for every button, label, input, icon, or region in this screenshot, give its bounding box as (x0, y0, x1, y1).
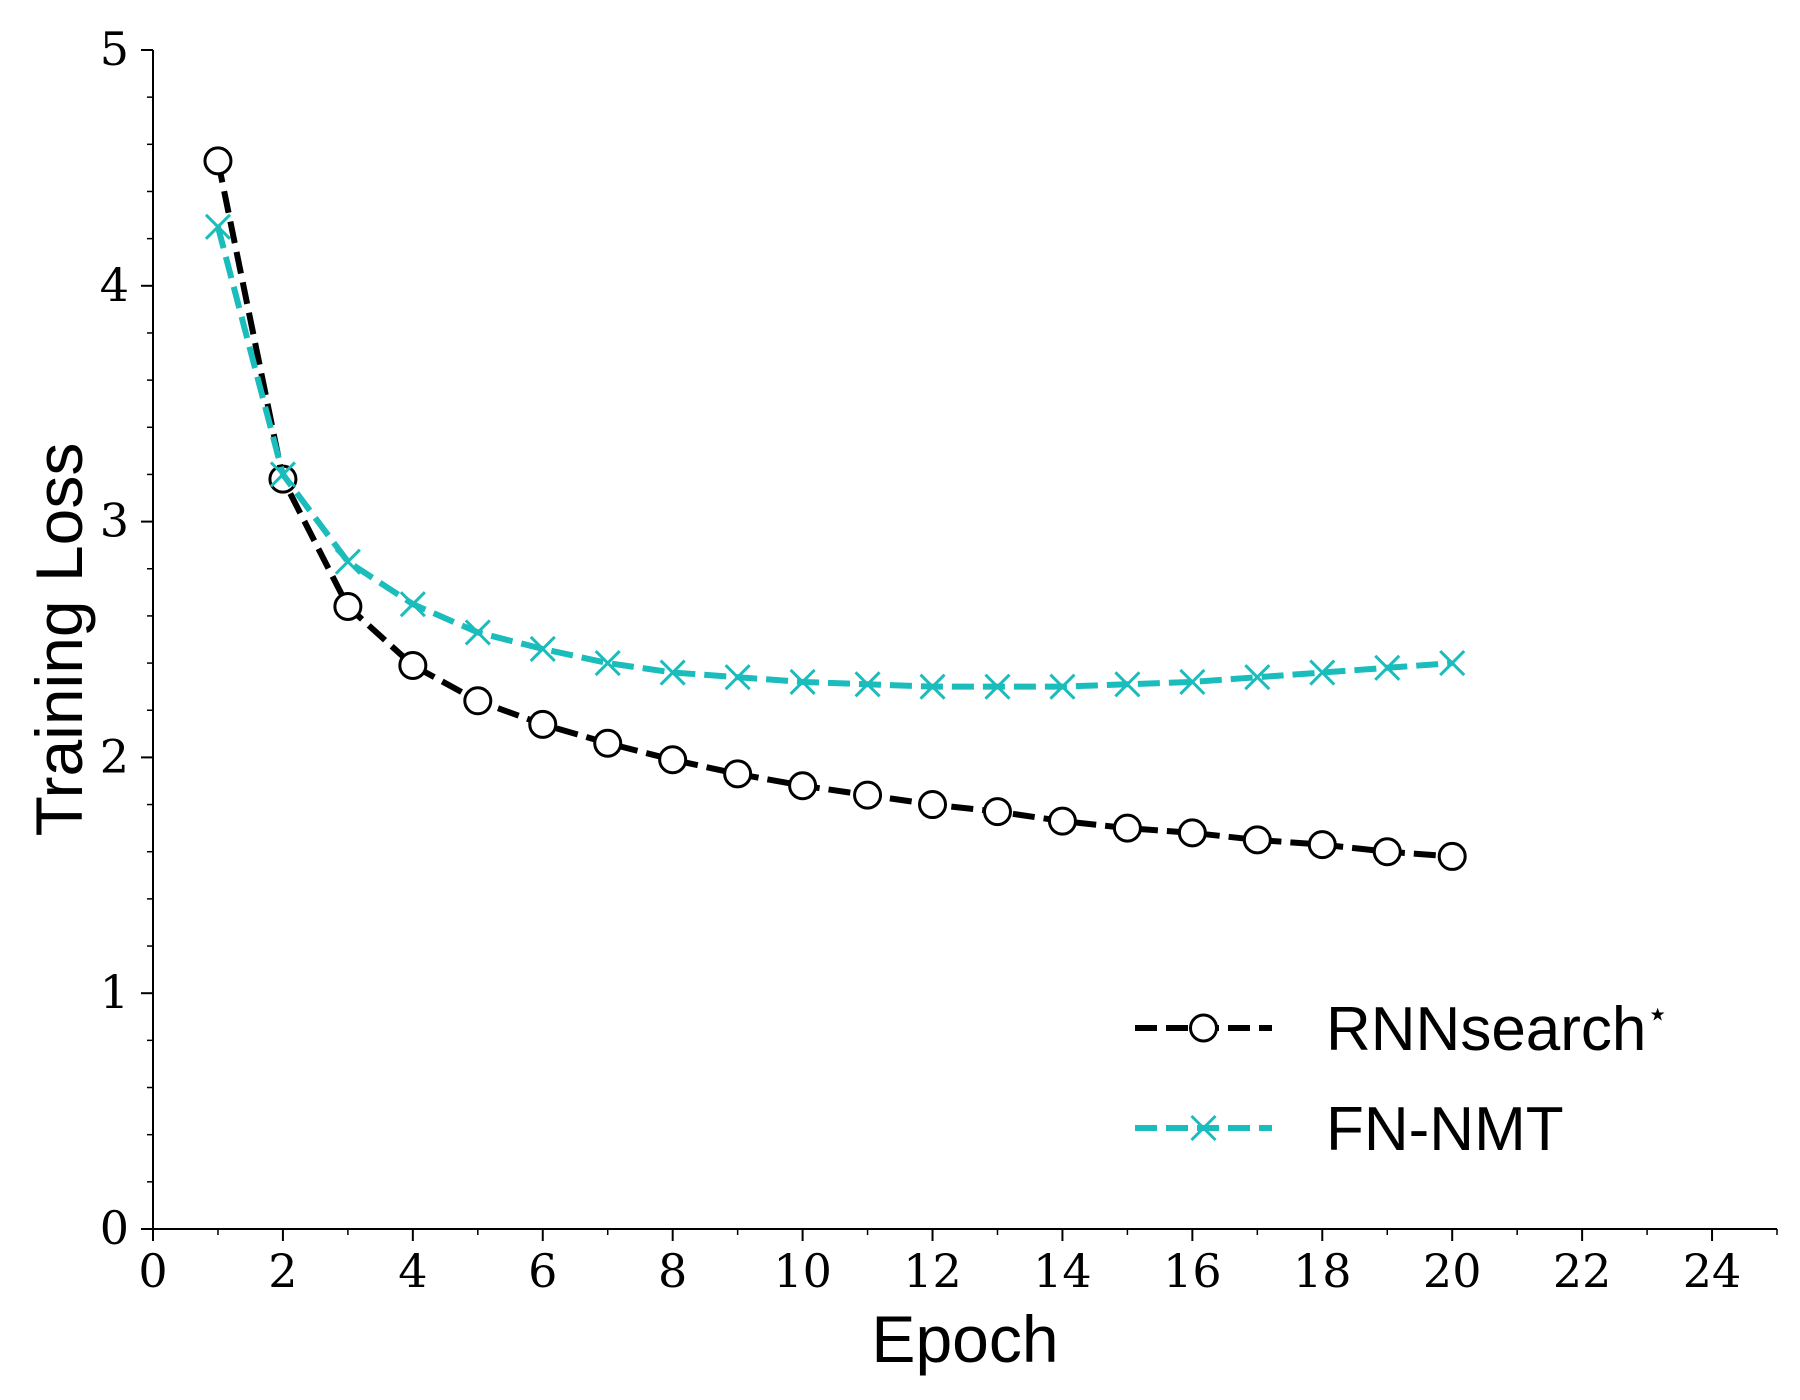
data-point (788, 771, 818, 801)
data-point (789, 668, 816, 696)
y-tick-label: 4 (100, 258, 129, 312)
data-point (659, 659, 686, 686)
data-point (919, 673, 946, 700)
y-tick-label: 5 (100, 22, 129, 76)
data-point (398, 650, 428, 680)
data-point (333, 591, 363, 621)
data-point (1374, 654, 1401, 681)
data-point (464, 619, 491, 646)
data-point (528, 709, 558, 739)
data-point (1114, 671, 1141, 698)
x-tick-label: 16 (1163, 1244, 1222, 1298)
x-tick-label: 10 (773, 1244, 832, 1298)
y-tick-label: 3 (100, 494, 129, 548)
data-point (1307, 830, 1337, 860)
data-point (334, 548, 361, 575)
data-point (982, 797, 1012, 827)
data-point (1437, 841, 1467, 871)
data-point (854, 671, 881, 698)
legend-label: RNNsearch⋆ (1326, 993, 1669, 1064)
series-layer (203, 146, 1467, 871)
data-point (463, 686, 493, 716)
legend-marker (1189, 1013, 1218, 1043)
x-tick-label: 12 (903, 1244, 962, 1298)
x-tick-label: 4 (398, 1244, 427, 1298)
series-rnnsearch (203, 146, 1467, 871)
data-point (1244, 664, 1271, 691)
data-point (1372, 837, 1402, 867)
data-point (723, 759, 753, 789)
data-point (269, 461, 296, 488)
data-point (204, 213, 232, 240)
data-point (1242, 825, 1272, 855)
data-point (1179, 668, 1206, 696)
x-tick-label: 2 (268, 1244, 297, 1298)
x-tick-label: 14 (1033, 1244, 1092, 1298)
data-point (1439, 650, 1466, 677)
data-point (918, 790, 948, 820)
series-line (215, 226, 1453, 690)
x-tick-label: 0 (138, 1244, 167, 1298)
series-fn-nmt (204, 213, 1466, 700)
x-tick-label: 20 (1423, 1244, 1482, 1298)
data-point (1049, 673, 1076, 700)
y-axis-title: Training Loss (22, 443, 96, 837)
y-tick-label: 0 (100, 1201, 129, 1255)
data-point (724, 664, 751, 691)
x-tick-label: 18 (1293, 1244, 1352, 1298)
data-point (853, 780, 883, 810)
data-point (1309, 659, 1336, 686)
y-tick-label: 2 (100, 729, 129, 783)
legend-marker (1190, 1114, 1217, 1142)
data-point (203, 146, 233, 176)
data-point (1047, 806, 1077, 836)
legend-label: FN-NMT (1326, 1095, 1564, 1164)
data-point (1177, 818, 1207, 848)
series-line (215, 160, 1453, 860)
y-tick-label: 1 (100, 965, 129, 1019)
data-point (658, 745, 688, 775)
x-tick-label: 22 (1553, 1244, 1612, 1298)
data-point (1112, 813, 1142, 843)
legend-item: RNNsearch⋆ (1135, 993, 1669, 1064)
data-point (399, 591, 426, 618)
x-tick-label: 24 (1683, 1244, 1742, 1298)
data-point (593, 728, 623, 758)
x-axis-title: Epoch (871, 1302, 1058, 1376)
data-point (984, 673, 1011, 700)
data-point (529, 635, 556, 662)
x-tick-label: 8 (658, 1244, 687, 1298)
legend-item: FN-NMT (1135, 1095, 1564, 1164)
x-tick-label: 6 (528, 1244, 557, 1298)
data-point (594, 650, 621, 677)
legend: RNNsearch⋆ FN-NMT (1135, 993, 1669, 1164)
